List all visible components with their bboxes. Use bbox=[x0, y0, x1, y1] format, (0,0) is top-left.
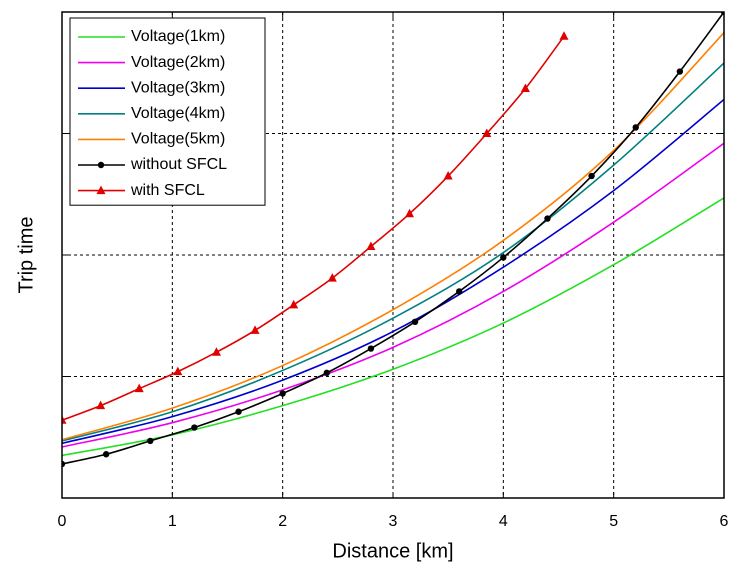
legend-label: Voltage(3km) bbox=[131, 79, 225, 96]
x-tick-label: 1 bbox=[168, 513, 177, 530]
marker bbox=[235, 408, 242, 415]
plot bbox=[62, 12, 724, 468]
marker bbox=[720, 12, 724, 16]
marker bbox=[405, 208, 415, 218]
marker bbox=[134, 383, 144, 393]
plot-frame bbox=[61, 11, 725, 499]
legend-label: Voltage(2km) bbox=[131, 54, 225, 71]
marker bbox=[366, 241, 376, 250]
marker bbox=[147, 437, 154, 445]
x-tick-label: 6 bbox=[720, 513, 729, 530]
x-axis-label: Distance [km] bbox=[332, 540, 453, 562]
marker bbox=[544, 215, 551, 222]
series-line bbox=[62, 142, 724, 448]
marker bbox=[173, 366, 183, 376]
x-tick-label: 5 bbox=[609, 513, 618, 530]
marker bbox=[367, 345, 375, 352]
y-axis-label: Trip time bbox=[15, 216, 37, 293]
legend-label: without SFCL bbox=[130, 156, 227, 173]
legend-box bbox=[69, 17, 266, 206]
legend-marker bbox=[96, 185, 106, 195]
series-line bbox=[62, 12, 724, 465]
marker bbox=[62, 415, 67, 424]
marker bbox=[632, 124, 639, 131]
marker bbox=[559, 31, 569, 40]
marker bbox=[482, 128, 492, 137]
marker bbox=[250, 325, 260, 334]
marker bbox=[279, 390, 286, 397]
marker bbox=[191, 424, 198, 431]
legend-label: with SFCL bbox=[130, 182, 205, 199]
marker bbox=[102, 451, 110, 458]
marker bbox=[211, 347, 221, 356]
legend-marker bbox=[97, 161, 105, 169]
marker bbox=[443, 171, 453, 180]
x-tick-label: 0 bbox=[58, 513, 67, 530]
series-line bbox=[62, 32, 724, 441]
marker bbox=[588, 172, 595, 180]
marker bbox=[500, 254, 507, 261]
marker bbox=[289, 299, 299, 309]
x-tick-label: 4 bbox=[499, 513, 508, 530]
marker bbox=[96, 400, 106, 410]
x-tick-label: 2 bbox=[278, 513, 287, 530]
marker bbox=[411, 318, 419, 326]
marker bbox=[327, 273, 337, 282]
legend-label: Voltage(5km) bbox=[131, 131, 225, 148]
legend-label: Voltage(1km) bbox=[131, 28, 225, 45]
marker bbox=[62, 460, 66, 468]
legend-label: Voltage(4km) bbox=[131, 105, 225, 122]
marker bbox=[520, 83, 530, 93]
marker bbox=[323, 369, 330, 377]
marker bbox=[676, 68, 684, 75]
x-tick-label: 3 bbox=[389, 513, 398, 530]
series-line bbox=[62, 62, 724, 442]
series-line bbox=[62, 98, 724, 445]
marker bbox=[456, 288, 463, 295]
